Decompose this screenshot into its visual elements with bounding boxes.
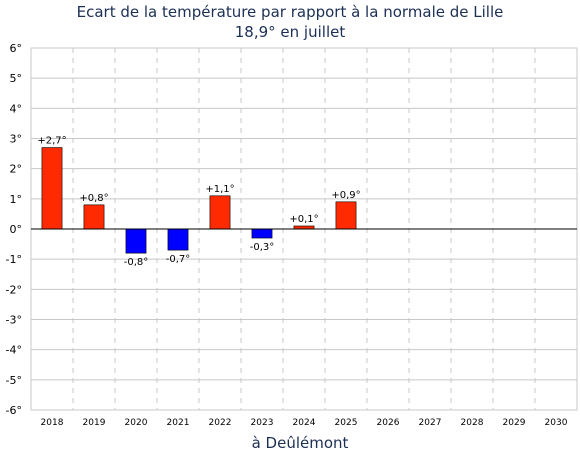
bar-layer: +2,7° +0,8° -0,8° -0,7° +1,1° -0,3° +0,1° +0,9° [37,136,360,269]
axis-layer: 6° 5° 4° 3° 2° 1° 0° -1° -2° -3° -4° -5° -6° 2018 2019… [6,42,577,428]
x-tick-label: 2024 [293,418,316,428]
x-axis-label: à Deûlémont [251,434,349,452]
x-tick-label: 2019 [83,418,106,428]
data-label: -0,3° [250,242,275,253]
chart-subtitle: 18,9° en juillet [234,23,346,41]
data-label: +2,7° [37,136,66,147]
x-tick-label: 2030 [545,418,568,428]
chart-title-line: Ecart de la température par rapport à la… [76,3,504,21]
x-tick-label: 2026 [377,418,400,428]
y-tick-label: -1° [6,253,22,266]
x-tick-label: 2018 [41,418,64,428]
y-tick-label: -6° [6,404,22,417]
y-tick-label: 5° [10,72,23,85]
bar [251,228,273,239]
bar [209,195,231,230]
data-label: -0,7° [166,254,191,265]
grid-layer [30,47,578,411]
x-tick-label: 2028 [461,418,484,428]
y-tick-label: -2° [6,283,22,296]
x-tick-label: 2020 [125,418,148,428]
bar [83,204,105,230]
data-label: +0,1° [289,214,318,225]
x-tick-label: 2029 [503,418,526,428]
bar [335,201,357,230]
data-label: +0,8° [79,193,108,204]
bar [167,228,189,251]
chart-title: Ecart de la température par rapport à la… [0,2,580,42]
y-tick-label: 3° [10,133,23,146]
y-tick-label: -4° [6,344,22,357]
y-tick-label: 4° [10,102,23,115]
y-tick-label: -3° [6,314,22,327]
x-tick-label: 2027 [419,418,442,428]
data-label: -0,8° [124,257,149,268]
y-tick-label: 0° [10,223,23,236]
y-tick-label: -5° [6,374,22,387]
y-tick-label: 6° [10,42,23,55]
x-tick-label: 2025 [335,418,358,428]
y-tick-label: 2° [10,163,23,176]
bar [41,147,63,230]
x-tick-label: 2021 [167,418,190,428]
y-tick-label: 1° [10,193,23,206]
x-tick-label: 2022 [209,418,232,428]
data-label: +1,1° [205,184,234,195]
bar [125,228,147,254]
data-label: +0,9° [331,190,360,201]
x-tick-label: 2023 [251,418,274,428]
